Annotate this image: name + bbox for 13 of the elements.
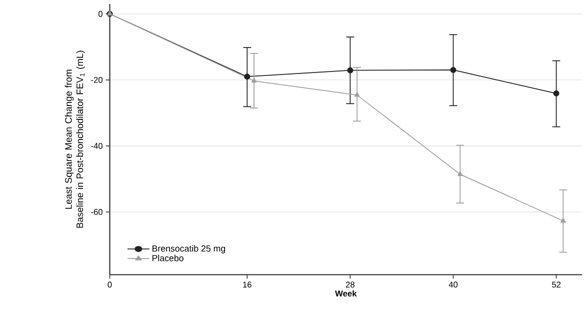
legend-label: Placebo [152,254,184,262]
y-tick-label: -40 [91,142,102,149]
x-tick-label: 16 [243,282,252,288]
x-tick-label: 52 [552,282,561,288]
y-tick-label: 0 [98,10,102,17]
y-tick-label: -60 [91,208,102,215]
x-tick-label: 0 [108,282,112,288]
y-tick-label: -20 [91,76,102,83]
x-axis-title: Week [335,290,357,296]
legend-label: Brensocatib 25 mg [152,245,226,254]
y-axis-title: Least Square Mean Change from Baseline in Post-bronchodilator FEV$_{1}$ (mL) [64,50,85,228]
x-tick-label: 40 [448,282,458,288]
x-tick-label: 28 [346,282,354,288]
